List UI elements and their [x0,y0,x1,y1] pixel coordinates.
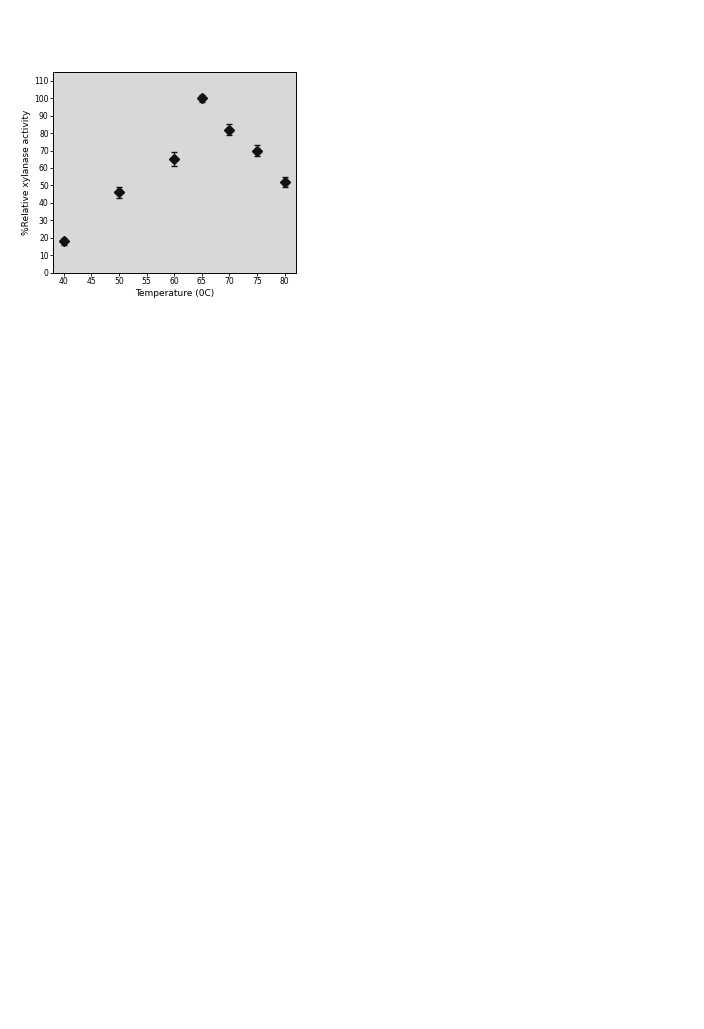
Y-axis label: %Relative xylanase activity: %Relative xylanase activity [23,110,32,235]
X-axis label: Temperature (0C): Temperature (0C) [134,288,214,297]
